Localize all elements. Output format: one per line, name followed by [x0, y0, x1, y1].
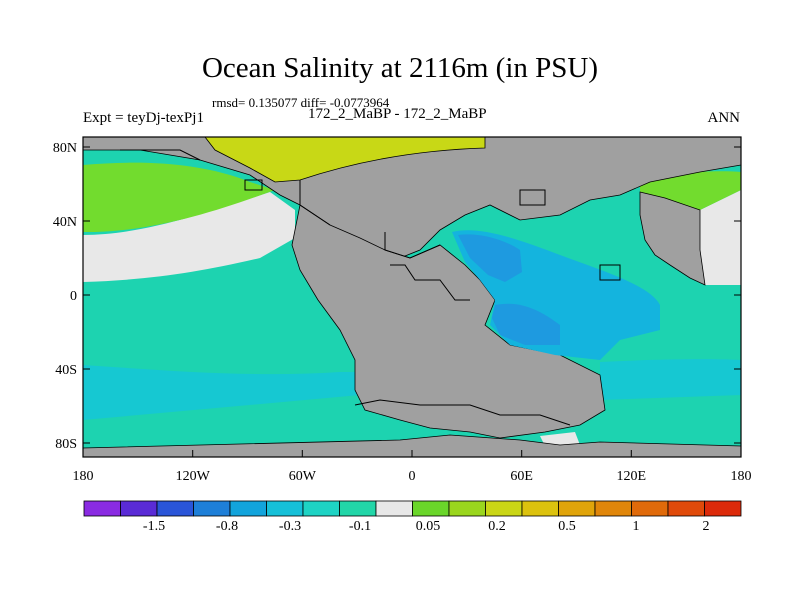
colorbar-swatch — [704, 500, 742, 517]
colorbar-swatch — [229, 500, 267, 517]
colorbar-label: -0.1 — [349, 519, 371, 534]
colorbar-swatch — [558, 500, 596, 517]
colorbar-label: -1.5 — [143, 519, 165, 534]
lon-tick-label: 60E — [510, 469, 533, 484]
positive-anomaly-northwest — [83, 162, 275, 232]
colorbar-swatch — [485, 500, 523, 517]
experiment-label: Expt = teyDj-texPj1 — [83, 110, 204, 126]
lon-tick-label: 120E — [617, 469, 647, 484]
colorbar — [83, 500, 742, 517]
colorbar-swatch — [156, 500, 194, 517]
longitude-axis: 180 120W 60W 0 60E 120E 180 — [73, 450, 752, 484]
lon-tick-label: 60W — [289, 469, 317, 484]
lat-tick-label: 40S — [55, 363, 77, 378]
case-label: 172_2_MaBP - 172_2_MaBP — [308, 106, 487, 122]
strong-negative-anomaly-core-south — [492, 303, 560, 345]
latitude-axis: 80N 40N 0 40S 80S — [53, 141, 741, 452]
near-zero-region-east — [700, 190, 741, 285]
colorbar-swatch — [375, 500, 413, 517]
colorbar-labels: -1.5 -0.8 -0.3 -0.1 0.05 0.2 0.5 1 2 — [143, 519, 710, 534]
map-plot-area — [83, 137, 741, 457]
lon-tick-label: 180 — [731, 469, 752, 484]
colorbar-swatch — [120, 500, 158, 517]
colorbar-label: -0.3 — [279, 519, 301, 534]
colorbar-swatch — [339, 500, 377, 517]
colorbar-swatch — [193, 500, 231, 517]
lat-tick-label: 80S — [55, 437, 77, 452]
colorbar-swatch — [302, 500, 340, 517]
colorbar-swatch — [83, 500, 121, 517]
colorbar-label: -0.8 — [216, 519, 238, 534]
positive-anomaly-northeast — [640, 171, 741, 210]
landmass-south-polar — [83, 434, 741, 457]
lon-tick-label: 120W — [176, 469, 211, 484]
lat-tick-label: 40N — [53, 215, 77, 230]
south-cyan-band — [83, 365, 360, 420]
colorbar-swatch — [448, 500, 486, 517]
colorbar-label: 0.5 — [558, 519, 576, 534]
colorbar-swatch — [266, 500, 304, 517]
colorbar-swatch — [521, 500, 559, 517]
lon-tick-label: 0 — [409, 469, 416, 484]
landmass-eastern-continent — [639, 191, 706, 286]
south-cyan-band-east — [600, 359, 741, 400]
lat-tick-label: 0 — [70, 289, 77, 304]
lon-tick-label: 180 — [73, 469, 94, 484]
stats-line: rmsd= 0.135077 diff= -0.0773964 — [212, 95, 390, 110]
near-zero-region-south — [540, 432, 580, 446]
strong-negative-anomaly-core — [458, 234, 522, 282]
near-zero-region-west — [83, 192, 295, 282]
colorbar-label: 1 — [633, 519, 640, 534]
colorbar-swatch — [631, 500, 669, 517]
season-label: ANN — [707, 110, 741, 126]
coastline-outline — [120, 149, 621, 426]
colorbar-swatch — [667, 500, 705, 517]
colorbar-label: 2 — [703, 519, 710, 534]
arctic-yellow-region — [205, 137, 485, 182]
lat-tick-label: 80N — [53, 141, 77, 156]
colorbar-label: 0.2 — [488, 519, 506, 534]
map-title: Ocean Salinity at 2116m (in PSU) — [201, 52, 599, 84]
colorbar-label: 0.05 — [416, 519, 441, 534]
colorbar-swatch — [412, 500, 450, 517]
colorbar-swatch — [594, 500, 632, 517]
